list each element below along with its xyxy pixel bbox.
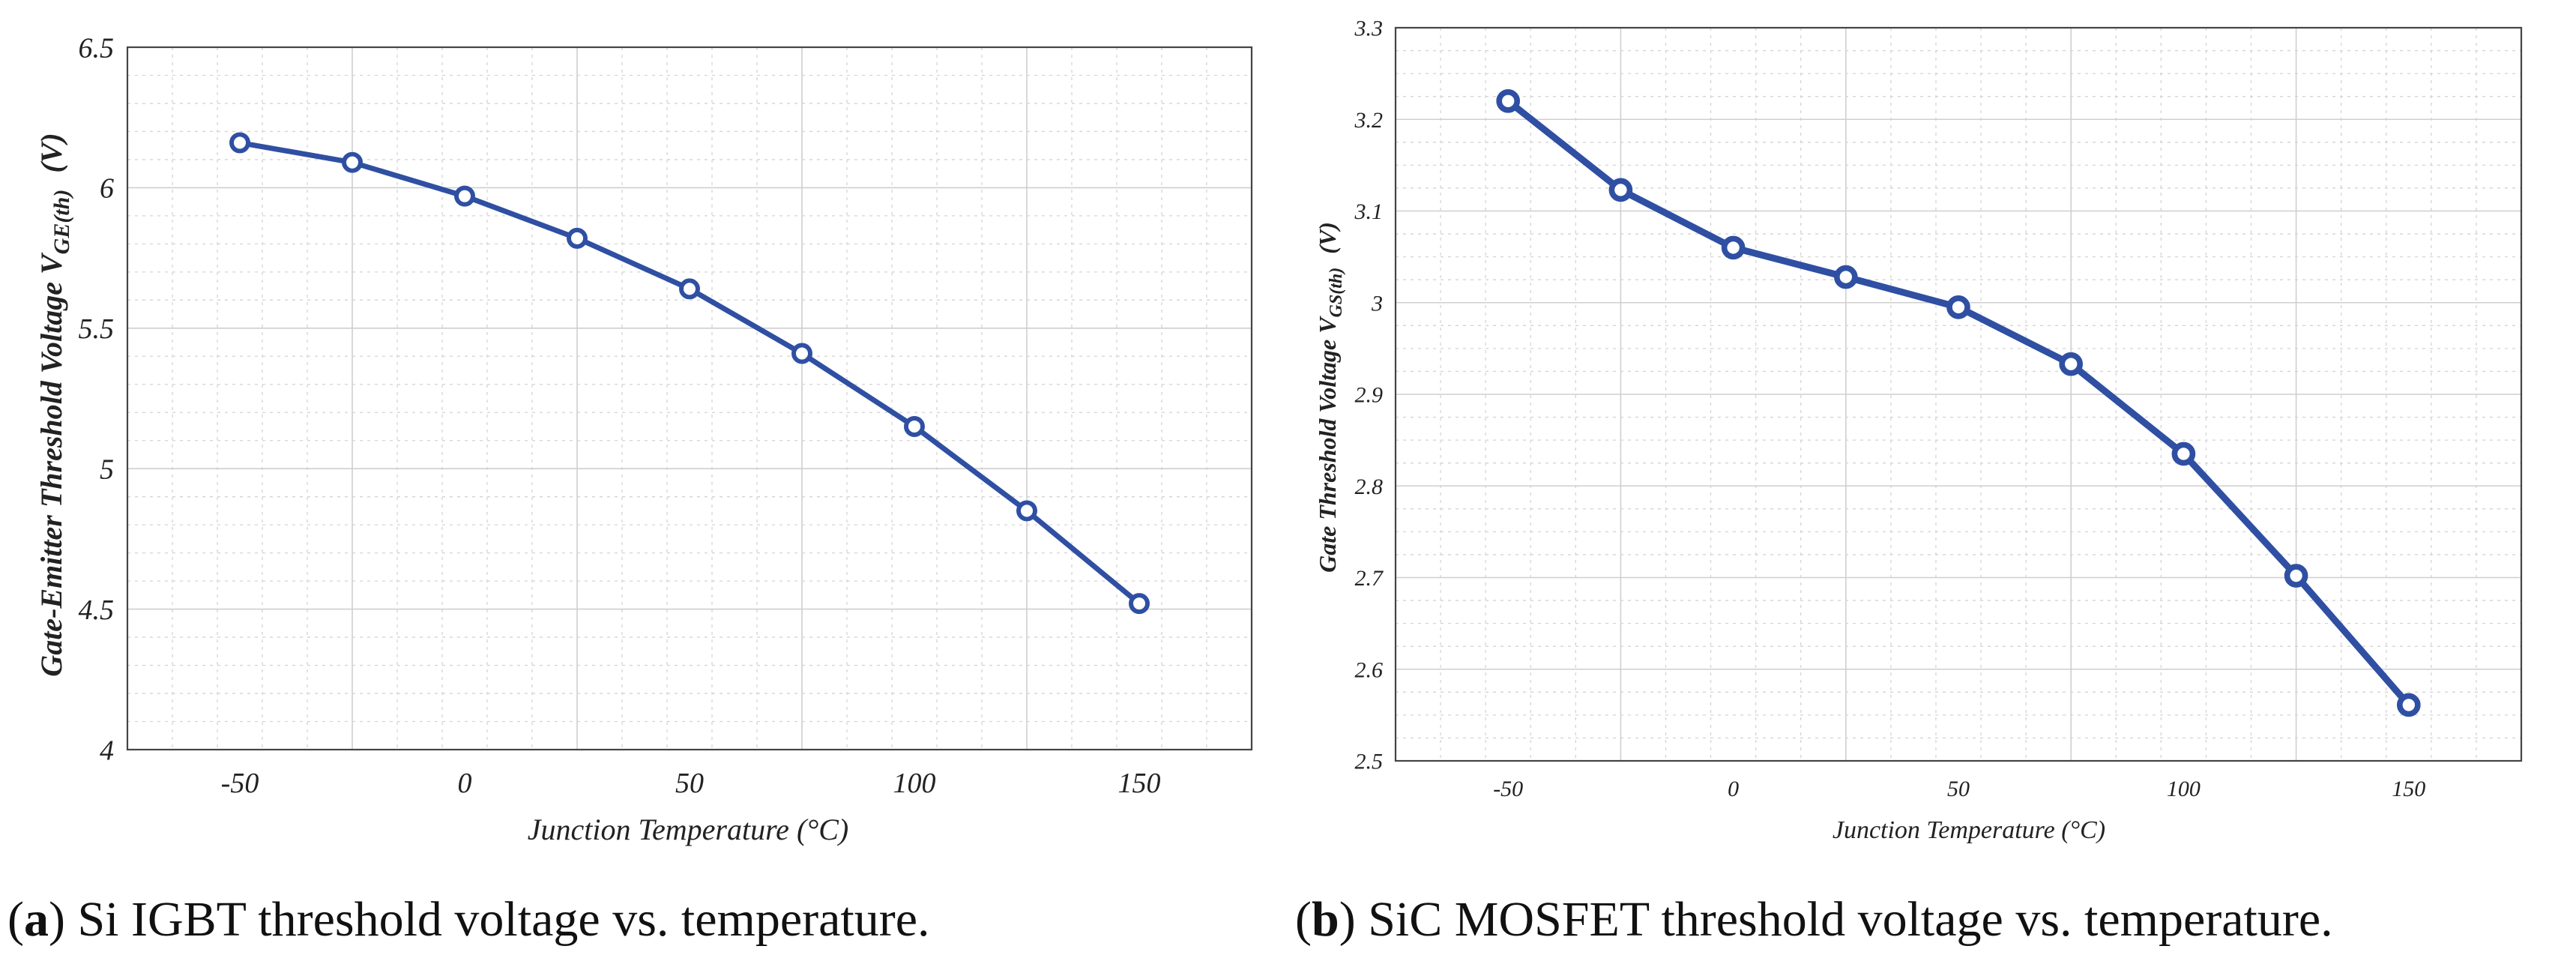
y-axis-label-b: Gate Threshold Voltage VGS(th) (V): [1314, 222, 1346, 573]
data-point-a: [1016, 500, 1037, 522]
y-tick-label-b: 2.7: [1355, 566, 1385, 591]
data-point-a: [567, 227, 588, 249]
series-line-b: [1504, 97, 2413, 708]
chart-panel-b: -50 0 50 100 150 2.5 2.6 2.7 2.8 2.9 3 3.1 3.2 3.3 Ju…: [1295, 16, 2523, 947]
series-line-a: [237, 139, 1142, 606]
caption-label-b: b: [1312, 892, 1339, 947]
x-tick-label-b: 0: [1728, 777, 1739, 801]
y-axis-label-sub-a: GE(th): [49, 190, 74, 255]
data-point-b: [1608, 178, 1633, 202]
y-tick-label-b: 2.8: [1355, 475, 1384, 499]
data-point-a: [791, 343, 812, 364]
ticks-b: -50 0 50 100 150 2.5 2.6 2.7 2.8 2.9 3 3.1 3.2 3.3: [1354, 16, 2426, 802]
chart-panel-a: -50 0 50 100 150 4 4.5 5 5.5 6 6.5 Junction Temper…: [7, 32, 1253, 947]
x-axis-label-b: Junction Temperature (°C): [1833, 816, 2105, 844]
x-tick-label-a: 150: [1118, 768, 1161, 799]
ticks-a: -50 0 50 100 150 4 4.5 5 5.5 6 6.5: [79, 32, 1161, 799]
data-point-b: [2284, 564, 2308, 588]
y-axis-label-main-b: Gate Threshold Voltage V: [1314, 316, 1341, 573]
series-layer-a: [229, 132, 1150, 615]
y-tick-label-b: 2.5: [1355, 750, 1384, 774]
caption-a: (a) Si IGBT threshold voltage vs. temper…: [7, 892, 930, 947]
x-tick-label-a: -50: [221, 768, 259, 799]
data-point-a: [342, 151, 363, 173]
data-point-b: [1496, 88, 1521, 113]
y-tick-label-b: 3.3: [1354, 16, 1384, 41]
data-point-a: [229, 132, 250, 154]
caption-text-a: Si IGBT threshold voltage vs. temperatur…: [65, 892, 930, 947]
data-point-a: [454, 185, 475, 207]
x-tick-label-a: 50: [675, 768, 704, 799]
x-tick-label-a: 100: [893, 768, 936, 799]
series-layer-b: [1496, 88, 2421, 717]
y-tick-label-a: 4.5: [79, 594, 115, 626]
data-point-a: [904, 416, 925, 437]
data-point-b: [2059, 352, 2084, 376]
data-point-b: [1721, 235, 1746, 260]
data-point-a: [1129, 593, 1150, 615]
y-axis-label-unit-b: (V): [1314, 222, 1341, 254]
y-tick-label-a: 5.5: [79, 313, 115, 345]
x-tick-label-b: 100: [2167, 777, 2201, 801]
x-tick-label-b: -50: [1493, 777, 1523, 801]
caption-b: (b) SiC MOSFET threshold voltage vs. tem…: [1295, 892, 2333, 947]
y-axis-label-sub-b: GS(th): [1327, 268, 1346, 318]
data-point-b: [1946, 295, 1970, 319]
data-point-b: [1833, 265, 1858, 289]
y-tick-label-b: 3.1: [1354, 199, 1384, 224]
grid-b: [1396, 28, 2521, 761]
y-tick-label-b: 3.2: [1354, 108, 1384, 133]
x-tick-label-a: 0: [458, 768, 472, 799]
data-point-a: [679, 278, 700, 300]
caption-text-b: SiC MOSFET threshold voltage vs. tempera…: [1356, 892, 2333, 947]
y-tick-label-a: 4: [100, 735, 114, 766]
y-tick-label-a: 6: [100, 173, 114, 205]
y-axis-label-a: Gate-Emitter Threshold Voltage VGE(th) (V…: [34, 133, 74, 676]
plot-frame-b: [1394, 26, 2523, 762]
y-tick-label-a: 5: [100, 454, 114, 486]
x-tick-label-b: 50: [1947, 777, 1970, 801]
caption-label-a: a: [24, 892, 49, 947]
x-tick-label-b: 150: [2392, 777, 2425, 801]
plot-frame-a: [126, 46, 1253, 751]
data-point-b: [2171, 442, 2196, 466]
x-axis-label-a: Junction Temperature (°C): [528, 813, 849, 846]
y-axis-label-unit-a: (V): [34, 133, 68, 172]
y-tick-label-b: 2.6: [1355, 657, 1384, 682]
y-tick-label-a: 6.5: [79, 32, 115, 64]
grid-a: [127, 47, 1252, 750]
y-axis-label-main-a: Gate-Emitter Threshold Voltage V: [34, 252, 68, 677]
data-point-b: [2396, 693, 2421, 717]
y-tick-label-b: 2.9: [1355, 383, 1384, 408]
y-tick-label-b: 3: [1371, 291, 1383, 316]
